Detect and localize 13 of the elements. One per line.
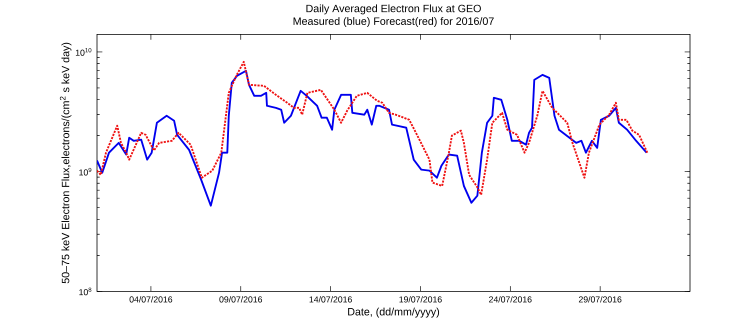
x-axis-title: Date, (dd/mm/yyyy) xyxy=(348,307,440,318)
x-tick-label: 29/07/2016 xyxy=(578,296,622,302)
y-axis-title: 50–75 keV Electron Flux,electrons/(cm$^{2}$ s keV day) xyxy=(60,42,72,284)
chart-title: Daily Averaged Electron Flux at GEO xyxy=(306,4,481,14)
y-tick-label: 10$^{10}$ xyxy=(76,48,92,56)
chart-subtitle: Measured (blue) Forecast(red) for 2016/07 xyxy=(294,16,494,27)
y-tick-label: 10$^{8}$ xyxy=(79,287,92,296)
x-tick-label: 19/07/2016 xyxy=(399,296,442,302)
x-tick-label: 09/07/2016 xyxy=(219,296,262,302)
x-tick-label: 04/07/2016 xyxy=(130,296,172,302)
x-tick-label: 24/07/2016 xyxy=(489,296,532,302)
y-tick-label: 10$^{9}$ xyxy=(79,168,92,176)
x-tick-label: 14/07/2016 xyxy=(310,296,352,302)
